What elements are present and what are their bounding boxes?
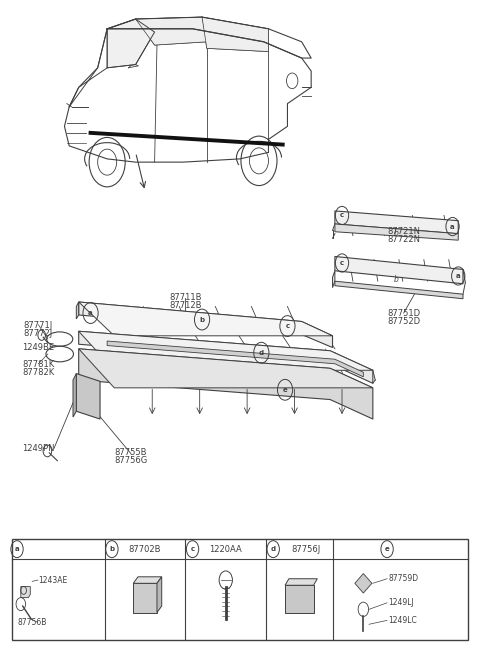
Text: 87752D: 87752D [387, 317, 420, 326]
Text: 87771J: 87771J [24, 321, 53, 330]
Polygon shape [285, 585, 313, 613]
Text: 87772J: 87772J [24, 329, 53, 338]
Text: 1249LJ: 1249LJ [388, 598, 414, 607]
Polygon shape [157, 577, 162, 613]
Polygon shape [79, 331, 373, 370]
Text: 87755B: 87755B [115, 449, 147, 457]
Polygon shape [335, 211, 458, 234]
Polygon shape [133, 583, 157, 613]
Text: 1249BE: 1249BE [22, 343, 54, 352]
Text: 87711B: 87711B [169, 293, 202, 302]
Text: c: c [286, 323, 289, 329]
Polygon shape [285, 579, 317, 585]
Text: 87756J: 87756J [292, 544, 321, 554]
Polygon shape [335, 224, 458, 240]
Text: 87781K: 87781K [22, 360, 55, 369]
Polygon shape [79, 302, 333, 348]
Polygon shape [107, 341, 363, 377]
Text: a: a [15, 546, 19, 552]
Polygon shape [76, 302, 79, 319]
Polygon shape [335, 256, 463, 284]
Polygon shape [21, 586, 30, 598]
Text: c: c [191, 546, 194, 552]
Text: 87756G: 87756G [114, 456, 147, 465]
Polygon shape [355, 573, 372, 593]
Text: 87782K: 87782K [22, 368, 55, 377]
Text: b: b [109, 546, 114, 552]
Text: 87756B: 87756B [17, 618, 47, 627]
Polygon shape [202, 17, 268, 52]
Polygon shape [136, 17, 207, 45]
Text: a: a [88, 310, 93, 316]
Text: b: b [200, 317, 204, 323]
Text: e: e [384, 546, 389, 552]
Bar [12, 539, 468, 640]
Text: b: b [394, 275, 399, 283]
Text: 87712B: 87712B [169, 300, 202, 310]
Text: b: b [394, 229, 399, 238]
Text: e: e [283, 387, 288, 393]
Text: 87722N: 87722N [387, 235, 420, 244]
Text: 1243AE: 1243AE [38, 575, 68, 584]
Text: 87702B: 87702B [129, 544, 161, 554]
Text: a: a [450, 224, 455, 230]
Polygon shape [333, 271, 335, 288]
Text: d: d [259, 350, 264, 356]
Text: 1220AA: 1220AA [209, 544, 242, 554]
Text: 87751D: 87751D [387, 309, 420, 318]
Text: 87759D: 87759D [388, 574, 418, 583]
Polygon shape [133, 577, 162, 583]
Polygon shape [79, 302, 333, 336]
Text: c: c [340, 213, 344, 218]
Polygon shape [107, 19, 155, 68]
Polygon shape [79, 331, 373, 383]
Text: 87721N: 87721N [387, 227, 420, 236]
Polygon shape [73, 373, 76, 417]
Polygon shape [76, 373, 100, 419]
Text: c: c [340, 260, 344, 266]
Polygon shape [335, 281, 463, 298]
Text: a: a [456, 273, 460, 279]
Text: 1249LC: 1249LC [388, 616, 417, 625]
Polygon shape [79, 349, 373, 419]
Text: d: d [271, 546, 276, 552]
Text: 1249PN: 1249PN [22, 444, 55, 453]
Polygon shape [79, 349, 373, 388]
